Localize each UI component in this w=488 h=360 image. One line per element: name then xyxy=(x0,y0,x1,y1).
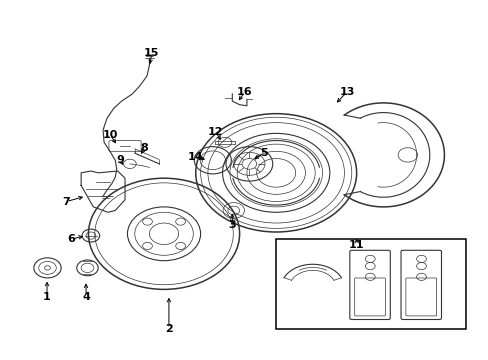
Text: 13: 13 xyxy=(339,87,354,97)
Text: 9: 9 xyxy=(116,155,124,165)
Text: 12: 12 xyxy=(207,127,223,136)
Text: 16: 16 xyxy=(236,87,252,97)
Text: 10: 10 xyxy=(102,130,118,140)
Text: 7: 7 xyxy=(62,197,70,207)
Text: 4: 4 xyxy=(82,292,90,302)
Text: 11: 11 xyxy=(348,239,364,249)
Text: 15: 15 xyxy=(144,48,159,58)
Text: 6: 6 xyxy=(67,234,75,244)
Bar xyxy=(276,239,466,329)
Text: 2: 2 xyxy=(165,324,172,334)
Text: 5: 5 xyxy=(260,148,267,158)
Text: 3: 3 xyxy=(228,220,236,230)
Text: 1: 1 xyxy=(43,292,51,302)
Text: 8: 8 xyxy=(141,143,148,153)
Text: 14: 14 xyxy=(187,152,203,162)
